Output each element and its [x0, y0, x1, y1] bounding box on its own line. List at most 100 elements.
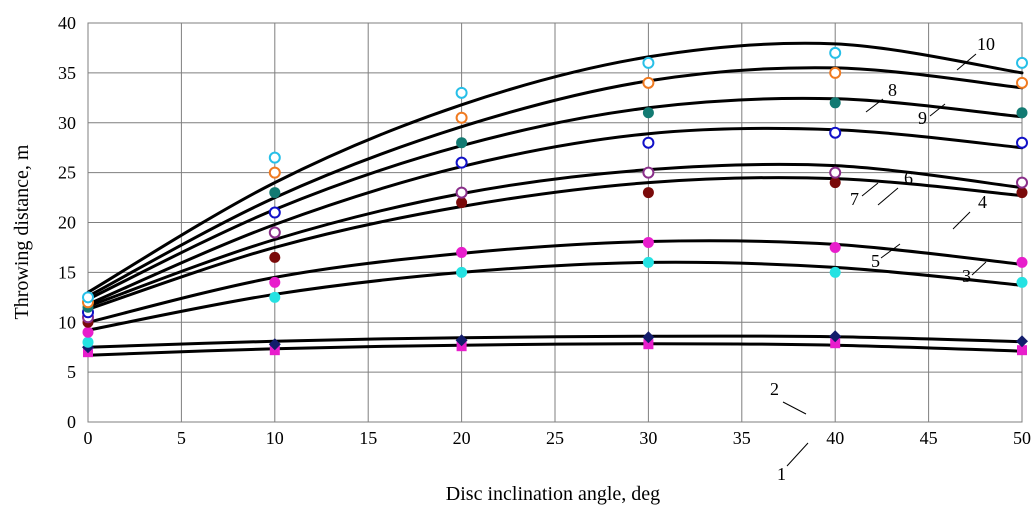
curve-label-4: 4 [978, 192, 987, 212]
curve-label-9: 9 [918, 108, 927, 128]
curve-label-2: 2 [770, 379, 779, 399]
y-tick-label: 10 [58, 312, 76, 332]
data-point-series-8 [829, 97, 841, 109]
fit-curve-1 [86, 342, 1024, 357]
curve-label-8: 8 [888, 80, 897, 100]
data-point-series-3 [456, 266, 468, 278]
y-tick-label: 5 [67, 362, 76, 382]
data-point-series-4 [82, 326, 94, 338]
data-point-series-10 [455, 86, 468, 99]
data-point-series-7 [829, 126, 842, 139]
x-tick-label: 5 [177, 428, 186, 448]
x-axis-title: Disc inclination angle, deg [446, 483, 660, 505]
y-tick-label: 15 [58, 262, 76, 282]
curve-label-leader-8 [865, 98, 884, 113]
data-point-series-9 [1016, 76, 1028, 89]
curve-label-leader-9 [929, 103, 946, 117]
data-point-series-5 [829, 177, 841, 189]
data-point-series-6 [268, 226, 281, 239]
curve-label-leader-3 [971, 261, 987, 276]
data-point-series-6 [455, 186, 468, 199]
data-point-series-9 [829, 66, 842, 79]
data-point-series-9 [268, 166, 281, 179]
data-point-series-3 [82, 336, 94, 348]
fit-curve-2 [86, 334, 1024, 349]
curve-label-leader-5 [880, 243, 901, 259]
y-tick-label: 20 [58, 213, 76, 233]
data-point-series-2 [268, 338, 281, 351]
data-point-series-8 [456, 137, 468, 149]
x-tick-label: 50 [1013, 428, 1031, 448]
data-point-series-8 [1016, 107, 1028, 119]
curve-label-leader-10 [956, 53, 977, 71]
data-point-series-5 [269, 251, 281, 263]
x-tick-label: 0 [84, 428, 93, 448]
data-point-series-7 [268, 206, 281, 219]
curve-label-1: 1 [777, 464, 786, 484]
y-tick-label: 25 [58, 163, 76, 183]
fit-curve-5 [86, 176, 1024, 311]
data-point-series-9 [642, 76, 655, 89]
data-point-series-10 [1016, 56, 1028, 69]
data-point-series-4 [456, 246, 468, 258]
data-point-series-10 [829, 46, 842, 59]
x-tick-label: 45 [920, 428, 938, 448]
x-tick-label: 10 [266, 428, 284, 448]
fit-curve-7 [86, 126, 1024, 306]
curve-label-leader-6 [877, 187, 899, 206]
data-point-series-5 [456, 197, 468, 209]
data-point-series-6 [1016, 176, 1028, 189]
y-axis-title: Throwing distance, m [11, 144, 33, 319]
plot-frame [87, 22, 1023, 423]
data-point-series-8 [269, 187, 281, 199]
data-point-series-5 [642, 187, 654, 199]
curve-label-leader-4 [952, 211, 971, 230]
fit-curve-9 [86, 66, 1024, 298]
data-point-series-3 [1016, 276, 1028, 288]
curve-label-6: 6 [904, 168, 913, 188]
curve-label-leader-1 [786, 442, 809, 467]
data-point-series-10 [268, 151, 281, 164]
curve-label-7: 7 [850, 189, 859, 209]
y-tick-label: 35 [58, 63, 76, 83]
data-point-series-1 [643, 339, 654, 350]
fit-curves [86, 41, 1024, 357]
data-point-series-4 [269, 276, 281, 288]
data-point-series-4 [829, 241, 841, 253]
x-tick-label: 15 [359, 428, 377, 448]
y-tick-label: 40 [58, 13, 76, 33]
fit-curve-3 [86, 260, 1024, 332]
x-tick-label: 25 [546, 428, 564, 448]
data-point-series-7 [1016, 136, 1028, 149]
grid [87, 22, 1023, 423]
y-tick-label: 30 [58, 113, 76, 133]
data-point-series-8 [642, 107, 654, 119]
data-point-series-1 [1017, 345, 1027, 356]
curve-label-3: 3 [962, 266, 971, 286]
fit-curve-6 [86, 162, 1024, 308]
x-tick-label: 20 [453, 428, 471, 448]
fit-curve-10 [86, 41, 1024, 294]
data-point-series-2 [1016, 335, 1028, 348]
curve-label-10: 10 [977, 34, 995, 54]
data-point-series-7 [642, 136, 655, 149]
data-point-series-9 [455, 111, 468, 124]
data-point-series-6 [829, 166, 842, 179]
data-point-series-3 [642, 256, 654, 268]
data-point-series-10 [642, 56, 655, 69]
x-tick-label: 40 [826, 428, 844, 448]
x-tick-label: 30 [639, 428, 657, 448]
data-point-series-3 [829, 266, 841, 278]
y-tick-label: 0 [67, 412, 76, 432]
data-point-series-3 [269, 291, 281, 303]
data-point-series-2 [829, 330, 842, 343]
data-point-series-7 [455, 156, 468, 169]
data-markers [82, 46, 1028, 358]
curve-label-5: 5 [871, 251, 880, 271]
curve-label-leader-7 [861, 182, 879, 197]
fit-curve-4 [86, 239, 1024, 324]
fit-curve-8 [86, 96, 1024, 301]
